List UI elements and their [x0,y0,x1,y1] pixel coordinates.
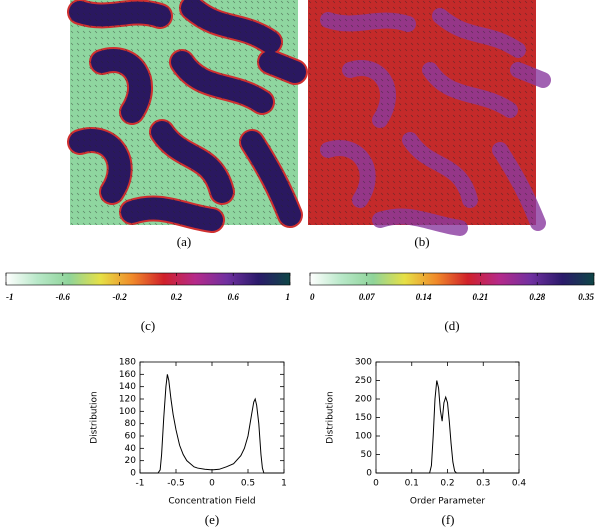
x-tick-label: 0.28 [529,292,545,302]
x-tick-label: 0 [373,479,379,489]
y-axis-label: Distribution [326,391,336,444]
y-tick-label: 100 [355,432,372,442]
x-tick-label: 1 [286,292,291,302]
panel-label: (a) [177,234,191,249]
x-tick-label: 1 [281,479,287,489]
x-axis-label: Order Parameter [410,497,486,507]
y-tick-label: 80 [125,419,137,429]
x-tick-label: 0 [310,292,315,302]
x-tick-label: 0.21 [473,292,489,302]
x-tick-label: -1 [136,479,145,489]
panel-label: (b) [414,234,429,249]
y-tick-label: 300 [355,358,372,368]
x-axis-label: Concentration Field [168,497,255,507]
y-tick-label: 120 [119,395,136,405]
x-tick-label: -0.6 [56,292,71,302]
y-tick-label: 250 [355,376,372,386]
y-tick-label: 100 [119,407,136,417]
panel-label: (c) [141,318,155,333]
y-tick-label: 0 [130,469,136,479]
y-tick-label: 60 [125,432,137,442]
x-tick-label: 0.3 [476,479,490,489]
x-tick-label: -1 [6,292,14,302]
y-axis-label: Distribution [90,391,100,444]
field-image-a [70,0,298,225]
x-tick-label: 0.14 [416,292,432,302]
x-tick-label: 0.6 [228,292,240,302]
x-tick-label: -0.5 [167,479,185,489]
y-tick-label: 180 [119,358,136,368]
panel-label: (f) [442,512,455,527]
y-tick-label: 160 [119,370,136,380]
field-image-b [308,0,543,228]
y-tick-label: 40 [125,444,137,454]
data-line [140,374,284,474]
x-tick-label: 0.1 [405,479,419,489]
y-tick-label: 0 [366,469,372,479]
x-tick-label: 0.2 [440,479,454,489]
x-tick-label: 0.5 [241,479,255,489]
plot-frame [375,361,520,474]
data-line [376,380,519,474]
y-tick-label: 50 [361,450,373,460]
colorbar [309,272,595,286]
y-tick-label: 140 [119,382,136,392]
x-tick-label: -0.2 [112,292,127,302]
x-tick-label: 0 [209,479,215,489]
x-tick-label: 0.35 [578,292,594,302]
colorbar [5,272,291,286]
x-tick-label: 0.07 [359,292,375,302]
panel-label: (e) [205,512,219,527]
y-tick-label: 20 [125,456,137,466]
panel-label: (d) [444,318,459,333]
y-tick-label: 150 [355,413,372,423]
y-tick-label: 200 [355,395,372,405]
x-tick-label: 0.4 [512,479,527,489]
x-tick-label: 0.2 [171,292,183,302]
